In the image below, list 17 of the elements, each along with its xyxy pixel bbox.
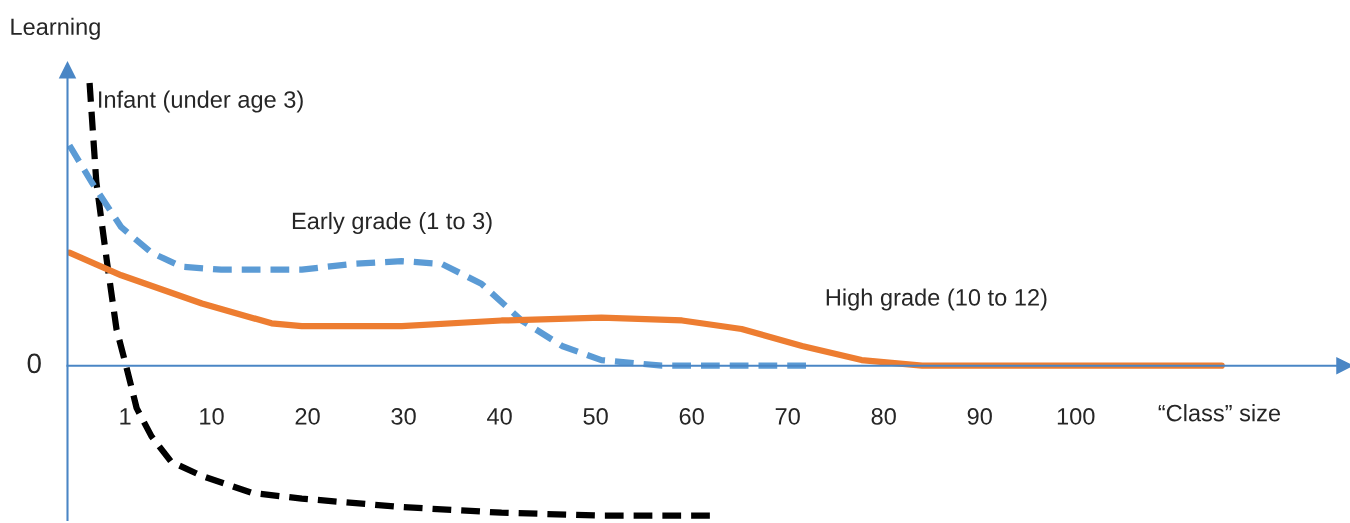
x-tick-label: 40	[487, 408, 512, 425]
series-label: Early grade (1 to 3)	[292, 212, 492, 235]
x-tick-label: 50	[583, 408, 608, 425]
x-tick-label: 1	[120, 408, 131, 425]
series-label: Infant (under age 3)	[99, 90, 303, 113]
series-label: High grade (10 to 12)	[826, 288, 1047, 311]
x-tick-label: 70	[775, 408, 800, 425]
x-tick-label: 90	[967, 408, 992, 425]
x-tick-label: 60	[679, 408, 704, 425]
text: 0	[27, 353, 41, 374]
x-tick-label: 10	[200, 408, 224, 425]
x-tick-label: 20	[295, 408, 320, 425]
x-axis-title: “Class” size	[1158, 404, 1281, 422]
x-tick-label: 30	[391, 408, 416, 425]
x-tick-label: 80	[871, 408, 896, 425]
y-axis-title: Learning	[11, 17, 100, 40]
x-tick-label: 100	[1057, 408, 1095, 425]
